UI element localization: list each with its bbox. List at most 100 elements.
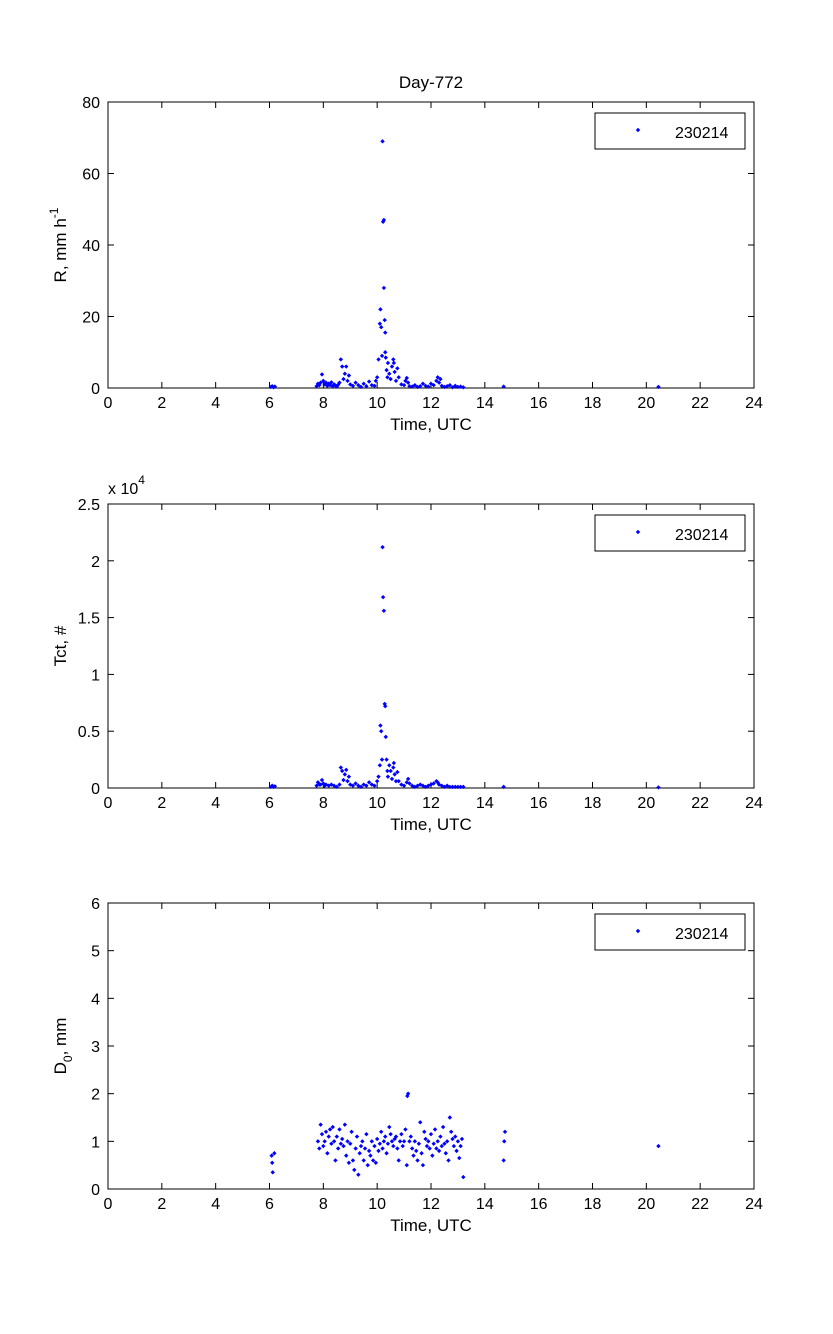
legend-label: 230214 (675, 527, 728, 544)
data-point (383, 704, 388, 709)
data-point (321, 1143, 326, 1149)
y-tick-label: 40 (82, 238, 100, 255)
data-point (412, 1139, 418, 1144)
data-point (443, 1151, 449, 1156)
data-point (416, 1141, 422, 1146)
legend-label: 230214 (675, 125, 728, 142)
data-point (382, 317, 387, 323)
y-tick-label: 1 (91, 667, 100, 684)
x-tick-label: 12 (422, 1196, 440, 1213)
data-point (373, 1160, 379, 1165)
data-point (458, 1143, 463, 1149)
legend: 230214 (594, 112, 746, 150)
data-point (377, 321, 383, 326)
x-tick-label: 18 (584, 395, 602, 412)
data-point (374, 778, 380, 784)
x-tick-label: 0 (104, 795, 113, 812)
data-point (407, 1139, 412, 1144)
data-point (388, 768, 393, 774)
x-tick-label: 2 (157, 1196, 166, 1213)
data-point (339, 768, 345, 774)
data-point (380, 544, 385, 550)
data-point (444, 1139, 450, 1144)
data-point (393, 1134, 399, 1139)
y-tick-label: 20 (82, 310, 100, 327)
data-point (447, 1115, 453, 1120)
x-tick-label: 14 (476, 1196, 494, 1213)
data-point (656, 1143, 661, 1149)
data-point (397, 1139, 403, 1144)
data-point (344, 1153, 349, 1158)
data-point (418, 1120, 423, 1125)
data-point (385, 360, 391, 366)
data-point (337, 1127, 342, 1132)
data-point (337, 380, 342, 385)
data-point (391, 1143, 396, 1149)
data-point (428, 1131, 434, 1137)
data-point (418, 384, 423, 389)
data-point (345, 378, 350, 384)
data-point (391, 765, 396, 770)
data-point (422, 1129, 427, 1134)
y-tick-label: 0 (91, 381, 100, 398)
data-point (337, 782, 342, 787)
data-point (321, 378, 326, 384)
data-point (383, 1134, 388, 1139)
y-tick-label: 5 (91, 944, 100, 961)
data-point (404, 375, 409, 381)
data-point (435, 1139, 440, 1144)
data-point (396, 375, 401, 380)
y-axis-label-text: R, mm h (51, 218, 70, 282)
data-point (372, 783, 377, 788)
data-point (396, 778, 401, 784)
y-tick-label: 0 (91, 781, 100, 798)
data-point (341, 1143, 346, 1149)
data-point (323, 1129, 329, 1134)
data-point (427, 1146, 432, 1151)
y-tick-label: 3 (91, 1039, 100, 1056)
data-point (379, 1129, 384, 1134)
x-tick-label: 4 (211, 1196, 220, 1213)
data-point (656, 785, 661, 790)
data-point (326, 1134, 331, 1139)
x-tick-label: 24 (745, 1196, 763, 1213)
y-axis-exponent: x 104 (108, 473, 145, 498)
data-point (403, 1127, 408, 1132)
x-tick-label: 8 (319, 1196, 328, 1213)
data-point (329, 380, 334, 385)
data-point (420, 1162, 426, 1168)
x-axis-label: Time, UTC (390, 815, 472, 834)
data-point (356, 1172, 361, 1177)
data-point (364, 384, 369, 389)
data-point (378, 307, 383, 312)
data-point (362, 1146, 368, 1151)
data-point (418, 782, 423, 787)
data-point (415, 783, 420, 788)
data-point (385, 1141, 391, 1146)
data-point (384, 1151, 389, 1156)
data-point (321, 781, 326, 786)
x-tick-label: 6 (265, 395, 274, 412)
data-point (356, 382, 361, 388)
data-point (348, 782, 353, 787)
data-point (341, 376, 346, 382)
y-axis-exponent-base: x 10 (108, 481, 138, 498)
data-point (459, 1136, 465, 1142)
x-tick-label: 14 (476, 795, 494, 812)
data-point (393, 378, 399, 384)
data-point (270, 1170, 275, 1175)
data-point (461, 784, 466, 790)
legend-box (594, 913, 746, 951)
data-point (405, 380, 411, 385)
x-axis-label: Time, UTC (390, 1216, 472, 1235)
data-point (357, 1151, 362, 1156)
data-point (430, 1153, 435, 1158)
x-tick-label: 18 (584, 1196, 602, 1213)
y-tick-label: 4 (91, 991, 100, 1008)
data-point (502, 1139, 507, 1144)
data-point (364, 783, 369, 788)
data-point (405, 1091, 411, 1096)
data-point (455, 1139, 461, 1144)
legend-marker (635, 127, 641, 133)
